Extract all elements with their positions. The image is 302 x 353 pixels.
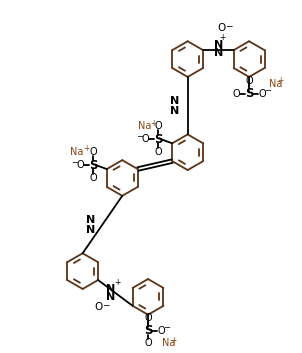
Text: +: +	[114, 277, 120, 287]
Text: N: N	[214, 48, 223, 58]
Text: S: S	[154, 133, 162, 146]
Text: O: O	[94, 302, 103, 312]
Text: −: −	[102, 300, 109, 309]
Text: O: O	[89, 147, 97, 157]
Text: +: +	[83, 144, 89, 153]
Text: S: S	[89, 158, 97, 172]
Text: O: O	[89, 173, 97, 183]
Text: −: −	[71, 158, 78, 167]
Text: −: −	[136, 132, 143, 141]
Text: Na: Na	[162, 339, 175, 348]
Text: O: O	[157, 325, 165, 336]
Text: O: O	[144, 339, 152, 348]
Text: +: +	[219, 33, 226, 42]
Text: N: N	[170, 106, 179, 116]
Text: O: O	[155, 121, 162, 131]
Text: O: O	[245, 76, 253, 86]
Text: N: N	[170, 96, 179, 106]
Text: O: O	[233, 89, 240, 99]
Text: S: S	[245, 87, 253, 100]
Text: N: N	[106, 284, 115, 294]
Text: N: N	[86, 225, 95, 234]
Text: −: −	[224, 21, 232, 30]
Text: +: +	[278, 76, 284, 85]
Text: O: O	[217, 23, 226, 34]
Text: Na: Na	[138, 121, 151, 131]
Text: +: +	[150, 119, 156, 128]
Text: O: O	[142, 134, 149, 144]
Text: O: O	[76, 160, 84, 170]
Text: S: S	[144, 324, 152, 337]
Text: −: −	[265, 86, 271, 95]
Text: O: O	[155, 147, 162, 157]
Text: N: N	[106, 292, 115, 302]
Text: −: −	[163, 323, 170, 332]
Text: O: O	[258, 89, 266, 99]
Text: +: +	[171, 336, 177, 345]
Text: Na: Na	[269, 79, 282, 89]
Text: O: O	[144, 313, 152, 323]
Text: N: N	[214, 40, 223, 50]
Text: Na: Na	[70, 147, 84, 157]
Text: N: N	[86, 215, 95, 225]
